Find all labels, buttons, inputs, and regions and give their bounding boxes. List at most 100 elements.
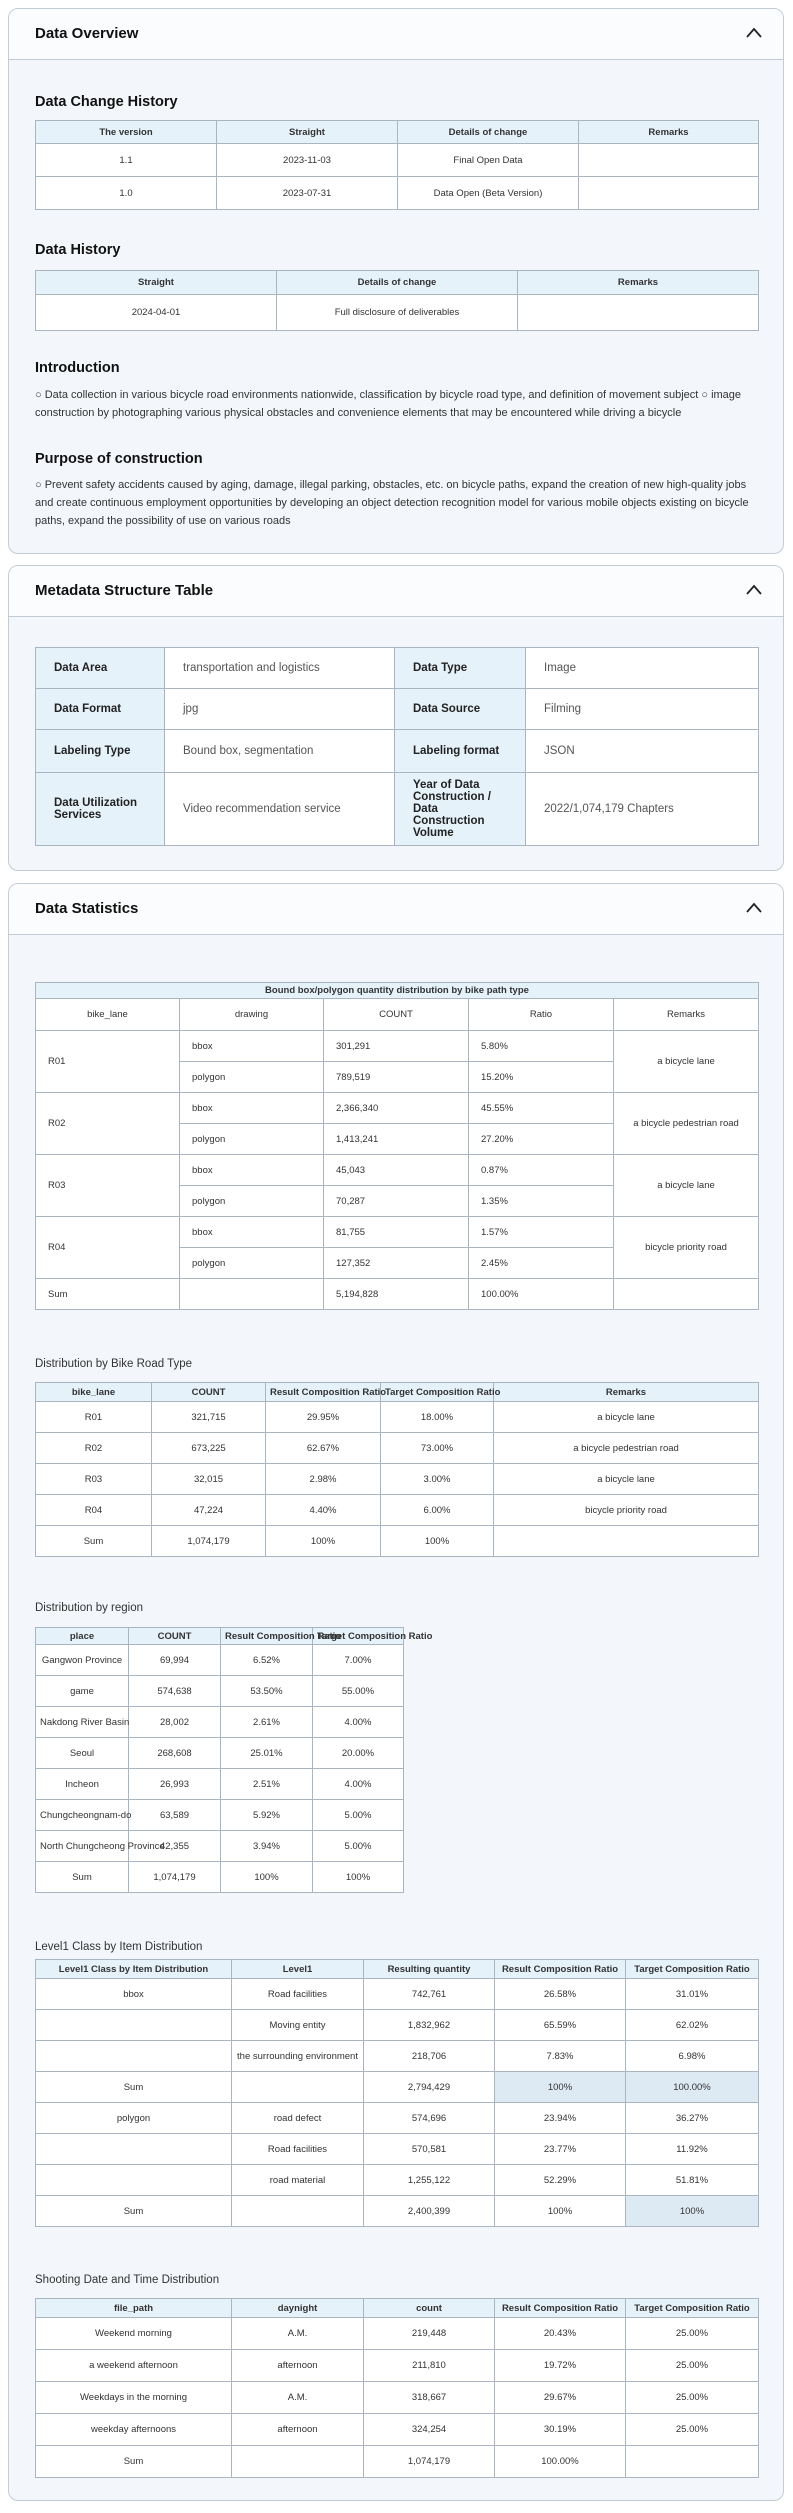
table-cell: 5.92% [220, 1799, 313, 1831]
table-cell: Seoul [35, 1737, 129, 1769]
table-row: North Chungcheong Province 42,355 3.94% 5.0… [35, 1830, 404, 1862]
table-cell: 51.81% [625, 2164, 759, 2196]
column-header: Result Composition Ratio [220, 1627, 341, 1645]
column-header: Resulting quantity [363, 1959, 495, 1979]
group-cell: R01 [35, 1030, 180, 1093]
group-cell: R04 [35, 1216, 180, 1279]
table-cell [578, 143, 759, 177]
card-body: Data Area transportation and logistics Dat… [9, 647, 783, 846]
column-header: Details of change [397, 120, 579, 144]
table-cell: bbox [179, 1030, 324, 1062]
table-cell: 31.01% [625, 1978, 759, 2010]
table-cell: 65.59% [494, 2009, 626, 2041]
table-cell: 5.80% [468, 1030, 614, 1062]
column-header: Remarks [613, 998, 759, 1031]
label-cell: Labeling Type [35, 729, 165, 773]
column-header: Straight [35, 270, 277, 295]
table-cell: polygon [179, 1061, 324, 1093]
table-row: Sum 1,074,179 100% 100% [35, 1525, 759, 1557]
table-cell: 1,074,179 [151, 1525, 266, 1557]
collapse-toggle[interactable] [745, 901, 763, 915]
table-cell [493, 1525, 759, 1557]
table-cell: 45.55% [468, 1092, 614, 1124]
table-row: Weekdays in the morning A.M. 318,667 29.67%… [35, 2381, 759, 2414]
column-header: place [35, 1627, 129, 1645]
paragraph: ○ Data collection in various bicycle roa… [35, 389, 742, 419]
remarks-cell: bicycle priority road [613, 1216, 759, 1279]
table-cell: R02 [35, 1432, 152, 1464]
table-cell: 30.19% [494, 2413, 626, 2446]
table-cell: 36.27% [625, 2102, 759, 2134]
table-row: R01 321,715 29.95% 18.00% a bicycle lane [35, 1401, 759, 1433]
table-wrap: Data Area transportation and logistics Dat… [35, 647, 759, 846]
table-caption: Bound box/polygon quantity distribution … [35, 982, 759, 999]
table-cell: a bicycle lane [493, 1401, 759, 1433]
table-cell: 2023-07-31 [216, 176, 398, 210]
data-table: bike_lane COUNT Result Composition Ratio Ta… [35, 1382, 759, 1557]
table-wrap: The version Straight Details of change Rema… [35, 120, 759, 210]
table-row: R03 32,015 2.98% 3.00% a bicycle lane [35, 1463, 759, 1495]
column-header: Ratio [468, 998, 614, 1031]
table-row: R02 bbox 2,366,340 45.55% a bicycle pedestri… [35, 1092, 759, 1155]
table-cell: 211,810 [363, 2349, 495, 2382]
table-cell: 2023-11-03 [216, 143, 398, 177]
group-cell: R03 [35, 1154, 180, 1217]
label-cell: Data Source [394, 688, 526, 730]
statistics-card: Data Statistics Bound box/polygon quanti… [8, 883, 784, 2501]
table-cell: road material [231, 2164, 364, 2196]
table-cell: 2024-04-01 [35, 294, 277, 331]
table-cell: 69,994 [128, 1644, 221, 1676]
column-header: bike_lane [35, 998, 180, 1031]
column-header: Target Composition Ratio [312, 1627, 432, 1645]
table-cell [625, 2445, 759, 2478]
label-cell: Data Area [35, 647, 165, 689]
column-header: Level1 Class by Item Distribution [35, 1959, 232, 1979]
data-table: file_path daynight count Result Composition… [35, 2298, 759, 2478]
value-cell: jpg [164, 688, 395, 730]
card-body: Bound box/polygon quantity distribution … [9, 982, 783, 2478]
table-cell: 673,225 [151, 1432, 266, 1464]
table-cell: polygon [179, 1185, 324, 1217]
table-cell: 100% [494, 2195, 626, 2227]
column-header: file_path [35, 2298, 232, 2318]
table-title: Distribution by region [35, 1602, 144, 1614]
table-cell: 18.00% [380, 1401, 494, 1433]
table-cell: polygon [179, 1123, 324, 1155]
table-cell: Data Open (Beta Version) [397, 176, 579, 210]
table-cell: 25.00% [625, 2413, 759, 2446]
table-cell: 23.94% [494, 2102, 626, 2134]
table-cell: Sum [35, 1278, 180, 1310]
table-cell: R01 [35, 1401, 152, 1433]
table-cell: Road facilities [231, 2133, 364, 2165]
table-wrap: place COUNT Result Composition Ratio Target… [35, 1627, 757, 1893]
table-row: Data Format jpg Data Source Filming [35, 688, 759, 730]
column-header: daynight [231, 2298, 364, 2318]
collapse-toggle[interactable] [745, 583, 763, 597]
table-cell: 321,715 [151, 1401, 266, 1433]
table-cell: a bicycle lane [493, 1463, 759, 1495]
table-cell: A.M. [231, 2381, 364, 2414]
table-cell: polygon [35, 2102, 232, 2134]
column-header: Remarks [517, 270, 759, 295]
header-row: Level1 Class by Item Distribution Level1 R… [35, 1959, 759, 1979]
table-cell: 100% [220, 1861, 313, 1893]
table-cell: 100.00% [494, 2445, 626, 2478]
table-row: Sum 1,074,179 100% 100% [35, 1861, 404, 1893]
table-cell: 0.87% [468, 1154, 614, 1186]
table-cell: 5,194,828 [323, 1278, 469, 1310]
table-wrap: Bound box/polygon quantity distribution … [35, 982, 759, 1310]
card-body: Data Change History The version Straight D… [9, 93, 783, 530]
table-cell: bbox [179, 1216, 324, 1248]
column-header: Target Composition Ratio [380, 1382, 500, 1402]
table-cell: 73.00% [380, 1432, 494, 1464]
table-cell: bbox [179, 1154, 324, 1186]
table-cell: 268,608 [128, 1737, 221, 1769]
table-cell: 570,581 [363, 2133, 495, 2165]
column-header: Remarks [578, 120, 759, 144]
table-cell: 301,291 [323, 1030, 469, 1062]
table-row: Data Utilization Services Video recommend… [35, 772, 759, 846]
collapse-toggle[interactable] [745, 26, 763, 40]
column-header: bike_lane [35, 1382, 152, 1402]
table-row: R04 bbox 81,755 1.57% bicycle priority road [35, 1216, 759, 1279]
table-cell: weekday afternoons [35, 2413, 232, 2446]
